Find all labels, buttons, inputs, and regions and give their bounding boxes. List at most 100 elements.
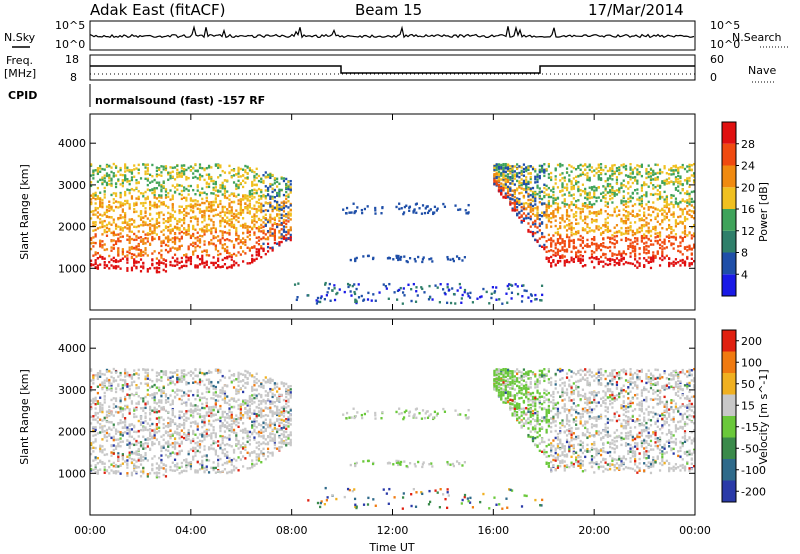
power-cell [565,250,569,253]
velocity-cell [155,380,158,383]
power-cell [590,186,594,189]
power-cell [679,264,682,267]
power-cell [262,216,265,220]
power-cell [522,188,526,191]
power-cell [620,201,623,205]
velocity-cell [105,453,109,456]
velocity-cell [160,379,163,382]
power-cell [173,217,177,220]
power-cell [260,180,263,184]
power-cell [547,165,550,168]
power-cell [264,252,267,256]
power-cell [550,239,553,242]
power-cell [221,234,224,237]
power-cell [586,206,589,210]
power-cell [144,201,147,205]
power-cell [176,227,179,231]
power-cell [506,190,510,193]
power-cell [401,302,404,305]
nave-tick-bottom: 0 [710,71,717,84]
power-cell [665,197,668,201]
power-cell [527,230,530,233]
power-cell [531,167,535,171]
power-cell [196,185,199,189]
velocity-cell [130,461,134,465]
power-cell [536,230,539,234]
velocity-cell [137,465,140,469]
velocity-cell [126,426,129,429]
power-cell [654,239,657,243]
power-cell [239,213,242,216]
power-cell [278,207,281,211]
power-cell [293,283,297,286]
power-cell [351,284,354,288]
power-cell [219,190,222,193]
power-cell [192,176,195,179]
power-cell [534,219,537,223]
power-cell [538,176,541,180]
velocity-cell [148,431,152,434]
power-cell [207,242,211,246]
power-cell [212,200,215,204]
power-cell [595,186,598,190]
power-cell [153,266,156,270]
power-cell [266,237,270,241]
power-cell [446,301,449,305]
power-cell [652,169,655,173]
power-cell [688,176,691,180]
power-cell [520,172,523,176]
power-cell [173,242,177,245]
power-cell [692,216,696,220]
power-cell [588,176,591,180]
power-cell [153,205,156,209]
power-cell [171,246,174,249]
velocity-cell [139,457,143,460]
power-cell [420,286,423,289]
power-cell [611,165,614,168]
power-cell [563,193,566,196]
power-cell [230,176,233,179]
power-cell [239,198,242,201]
power-cell [121,251,124,254]
power-cell [652,254,655,257]
power-cell [201,214,204,217]
power-cell [144,214,147,218]
velocity-cell [135,406,138,410]
power-cell [144,233,147,236]
power-cell [413,257,416,261]
power-cell [180,235,183,239]
power-cell [647,175,650,179]
power-cell [169,224,172,228]
power-cell [686,165,689,168]
power-cell [661,208,664,212]
power-cell [446,255,449,259]
power-cell [121,179,124,182]
power-cell [189,216,193,220]
power-cell [588,165,591,168]
power-cell [565,229,569,232]
velocity-cell [94,467,97,471]
power-cell [133,168,136,171]
power-cell [103,211,106,215]
power-cell [103,263,106,267]
power-cell [185,175,188,179]
power-cell [171,208,174,211]
power-cell [638,172,641,176]
power-cell [568,214,571,218]
velocity-cell [99,383,102,387]
power-cell [613,259,616,262]
power-cell [531,221,535,224]
power-cell [271,223,274,227]
power-cell [633,240,637,243]
power-cell [454,204,457,207]
power-cell [559,256,562,260]
power-cell [280,208,283,211]
power-cell [681,163,684,167]
power-cell [656,239,659,243]
power-cell [643,183,646,187]
power-cell [545,208,548,212]
velocity-cell [128,435,131,438]
power-cell [362,255,365,258]
velocity-cell [99,418,102,421]
power-cell [110,170,113,174]
